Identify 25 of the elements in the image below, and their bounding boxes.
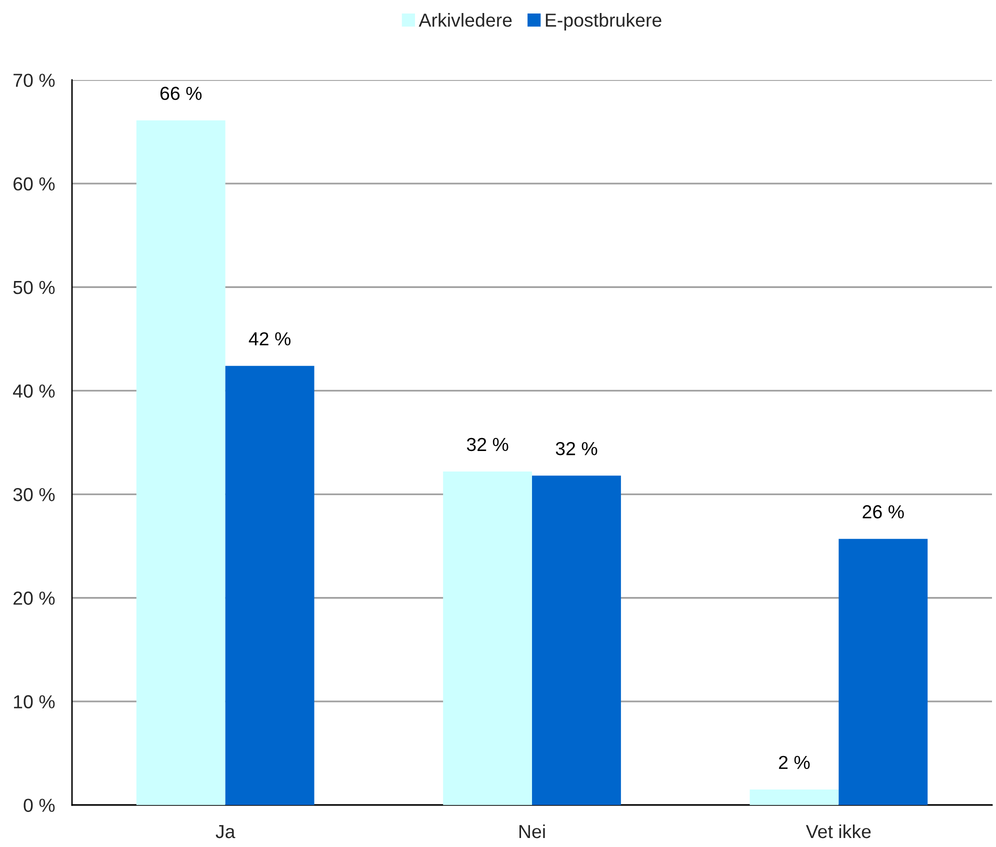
legend-label: Arkivledere bbox=[418, 13, 512, 27]
y-tick-label: 0 % bbox=[24, 798, 55, 812]
y-tick-label: 60 % bbox=[14, 177, 55, 191]
x-tick-label: Ja bbox=[216, 825, 236, 838]
y-tick-label: 20 % bbox=[14, 592, 55, 605]
bar bbox=[136, 120, 226, 805]
y-tick-label: 40 % bbox=[13, 384, 55, 398]
bar bbox=[838, 538, 928, 805]
y-tick-label: 10 % bbox=[14, 695, 55, 708]
data-label: 2 % bbox=[779, 756, 810, 770]
y-tick-label: 30 % bbox=[13, 488, 55, 502]
data-label: 66 % bbox=[160, 86, 202, 100]
bar bbox=[225, 366, 314, 805]
data-label: 26 % bbox=[862, 505, 904, 518]
bar bbox=[750, 789, 839, 805]
legend-label: E-postbrukere bbox=[546, 13, 662, 30]
y-tick-label: 50 % bbox=[13, 280, 55, 294]
x-tick-label: Nei bbox=[519, 824, 545, 838]
data-label: 32 % bbox=[556, 442, 598, 456]
data-label: 32 % bbox=[466, 438, 508, 452]
data-label: 42 % bbox=[248, 332, 291, 346]
bar bbox=[443, 472, 532, 805]
bar bbox=[532, 476, 621, 805]
y-tick-label: 70 % bbox=[14, 74, 55, 87]
x-tick-label: Vet ikke bbox=[806, 824, 871, 838]
